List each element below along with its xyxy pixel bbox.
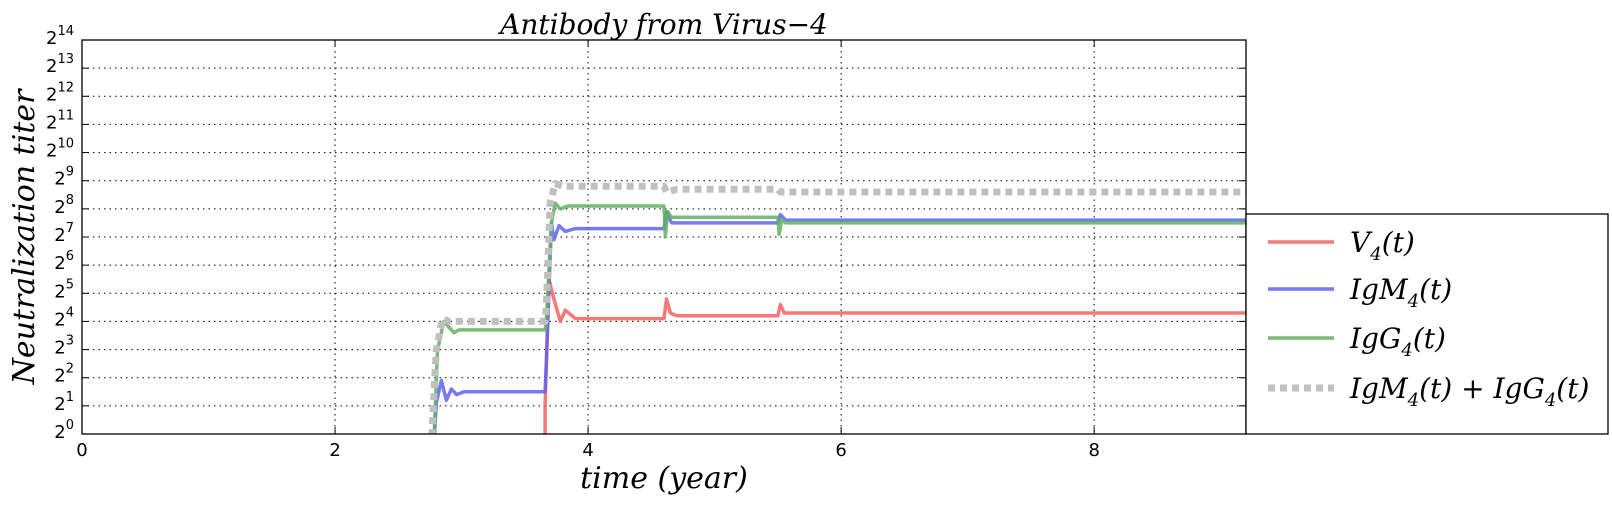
legend-label-4: IgM4(t) + IgG4(t) — [1349, 372, 1589, 411]
legend: V4(t) IgM4(t) IgG4(t) IgM4(t) + IgG4(t) — [1245, 213, 1609, 435]
y-tick-label: 214 — [46, 24, 74, 49]
legend-label-1: V4(t) — [1350, 226, 1415, 265]
y-tick-label: 211 — [46, 108, 74, 133]
y-tick-label: 24 — [54, 305, 74, 330]
x-tick-label: 8 — [1088, 440, 1099, 461]
y-tick-label: 20 — [54, 418, 74, 443]
y-tick-label: 23 — [54, 334, 74, 359]
x-axis-label: time (year) — [580, 461, 748, 496]
series-layer — [428, 180, 1246, 434]
x-tick-label: 6 — [835, 440, 846, 461]
x-tick-label: 4 — [582, 440, 593, 461]
y-tick-label: 22 — [54, 362, 74, 387]
y-tick-label: 21 — [54, 390, 74, 415]
legend-box — [1245, 213, 1609, 435]
chart-title: Antibody from Virus−4 — [497, 8, 828, 41]
x-tick-label: 2 — [329, 440, 340, 461]
y-tick-label: 28 — [54, 193, 74, 218]
legend-label-3: IgG4(t) — [1349, 322, 1446, 361]
y-tick-label: 27 — [54, 221, 74, 246]
x-ticks: 0 2 4 6 8 — [76, 40, 1100, 461]
y-tick-label: 210 — [46, 137, 74, 162]
x-tick-label: 0 — [76, 440, 87, 461]
legend-label-2: IgM4(t) — [1349, 273, 1452, 312]
y-ticks: 20 21 22 23 24 25 26 27 28 29 210 211 212 213 214 — [46, 24, 1246, 443]
series-line-4 — [428, 180, 1246, 434]
y-axis-label: Neutralization titer — [7, 88, 42, 386]
series-line-3 — [432, 201, 1246, 434]
grid — [82, 40, 1246, 434]
y-tick-label: 212 — [46, 80, 74, 105]
y-tick-label: 25 — [54, 277, 74, 302]
y-tick-label: 26 — [54, 249, 74, 274]
y-tick-label: 213 — [46, 52, 74, 77]
y-tick-label: 29 — [54, 165, 74, 190]
series-line-1 — [543, 277, 1246, 434]
